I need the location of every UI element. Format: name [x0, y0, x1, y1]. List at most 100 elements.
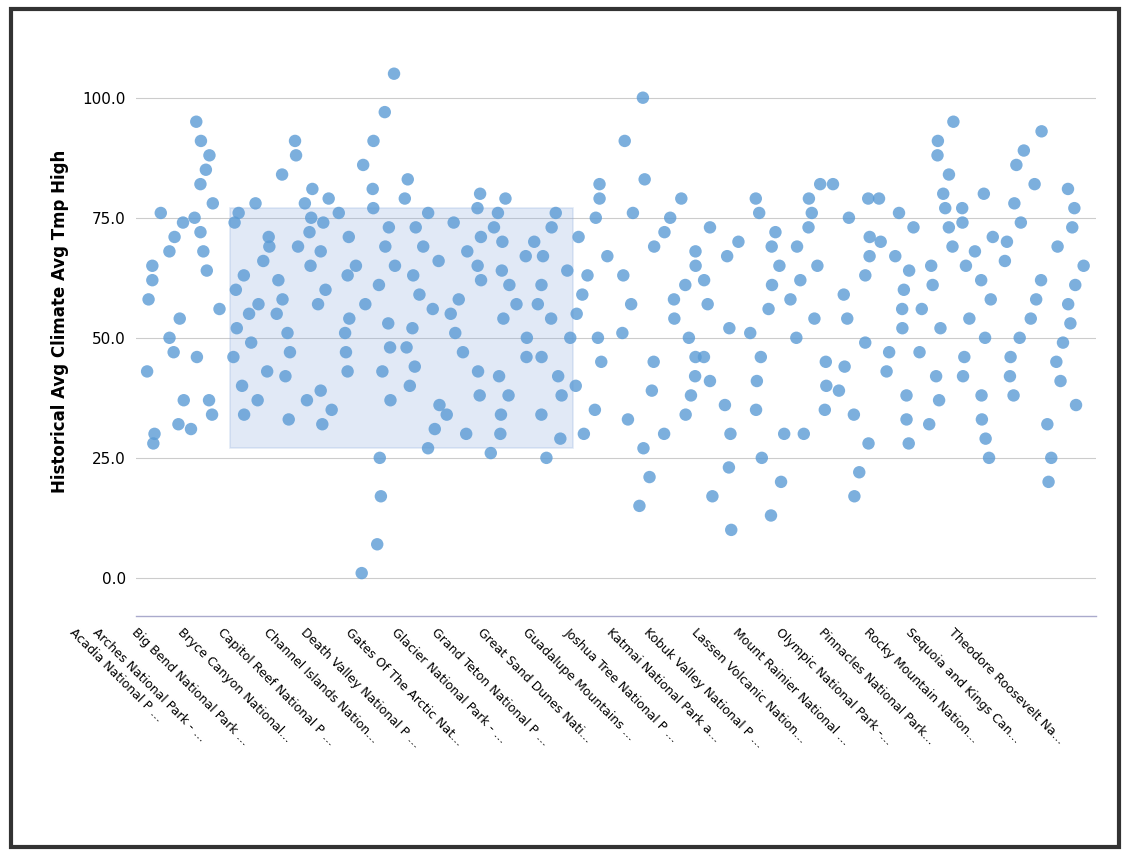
Point	[145, 437, 163, 450]
Point	[336, 326, 354, 340]
Point	[396, 192, 414, 205]
Point	[861, 230, 879, 244]
Point	[529, 297, 547, 311]
Point	[686, 350, 704, 364]
Point	[1001, 350, 1019, 364]
Point	[973, 413, 991, 426]
Point	[429, 254, 447, 268]
Point	[927, 370, 945, 383]
Point	[268, 307, 286, 321]
Point	[197, 163, 215, 176]
Point	[303, 182, 321, 196]
Point	[144, 273, 162, 287]
Point	[549, 370, 567, 383]
Point	[188, 350, 206, 364]
Point	[598, 249, 616, 263]
Point	[165, 230, 183, 244]
Point	[940, 221, 958, 235]
Point	[337, 345, 355, 359]
Point	[817, 379, 835, 393]
Point	[878, 365, 896, 378]
Point	[1015, 144, 1033, 158]
Point	[437, 407, 455, 421]
Point	[972, 273, 990, 287]
Point	[976, 331, 994, 345]
Point	[800, 192, 818, 205]
Point	[562, 331, 580, 345]
Point	[643, 383, 661, 397]
Point	[976, 431, 994, 445]
Point	[1075, 259, 1093, 272]
Point	[920, 418, 938, 431]
Point	[936, 201, 954, 215]
Point	[945, 115, 963, 128]
Point	[139, 293, 157, 306]
Point	[490, 370, 509, 383]
Point	[553, 389, 571, 402]
Point	[386, 259, 405, 272]
Point	[641, 470, 659, 484]
Point	[763, 240, 781, 253]
Point	[380, 317, 398, 330]
Point	[289, 240, 307, 253]
Point	[323, 403, 341, 417]
Point	[225, 350, 243, 364]
Point	[381, 341, 399, 354]
Point	[954, 370, 972, 383]
Point	[1067, 398, 1085, 412]
Point	[759, 302, 777, 316]
Point	[538, 451, 556, 465]
Point	[558, 264, 576, 277]
Point	[829, 383, 848, 397]
Point	[794, 427, 812, 441]
Point	[655, 427, 673, 441]
Point	[666, 312, 684, 325]
Point	[203, 197, 221, 211]
Point	[308, 297, 327, 311]
Point	[185, 211, 203, 224]
Point	[824, 177, 842, 191]
Point	[235, 407, 253, 421]
Point	[426, 422, 444, 436]
Point	[469, 259, 487, 272]
Point	[376, 105, 394, 119]
Point	[913, 302, 931, 316]
Point	[747, 192, 765, 205]
Point	[356, 297, 374, 311]
Point	[249, 394, 267, 407]
Point	[287, 148, 305, 162]
Point	[680, 331, 698, 345]
Point	[146, 427, 164, 441]
Point	[273, 168, 292, 181]
Point	[542, 221, 560, 235]
Point	[354, 158, 372, 172]
Point	[1061, 317, 1079, 330]
Point	[573, 288, 591, 301]
Point	[302, 211, 320, 224]
Point	[373, 365, 391, 378]
Point	[542, 312, 560, 325]
Point	[138, 365, 156, 378]
Point	[1033, 124, 1051, 138]
Point	[817, 355, 835, 369]
Point	[339, 365, 357, 378]
Point	[165, 345, 183, 359]
Point	[763, 278, 781, 292]
Point	[899, 437, 918, 450]
Point	[547, 206, 565, 220]
Point	[982, 293, 1000, 306]
Point	[254, 254, 272, 268]
Point	[1067, 278, 1085, 292]
Point	[472, 273, 490, 287]
Point	[200, 394, 218, 407]
Point	[171, 312, 189, 325]
Point	[385, 67, 403, 80]
Point	[845, 490, 863, 503]
Point	[277, 370, 295, 383]
Point	[419, 442, 437, 455]
Point	[614, 326, 632, 340]
Point	[493, 264, 511, 277]
Point	[365, 134, 383, 148]
Point	[1032, 273, 1050, 287]
Point	[623, 297, 641, 311]
